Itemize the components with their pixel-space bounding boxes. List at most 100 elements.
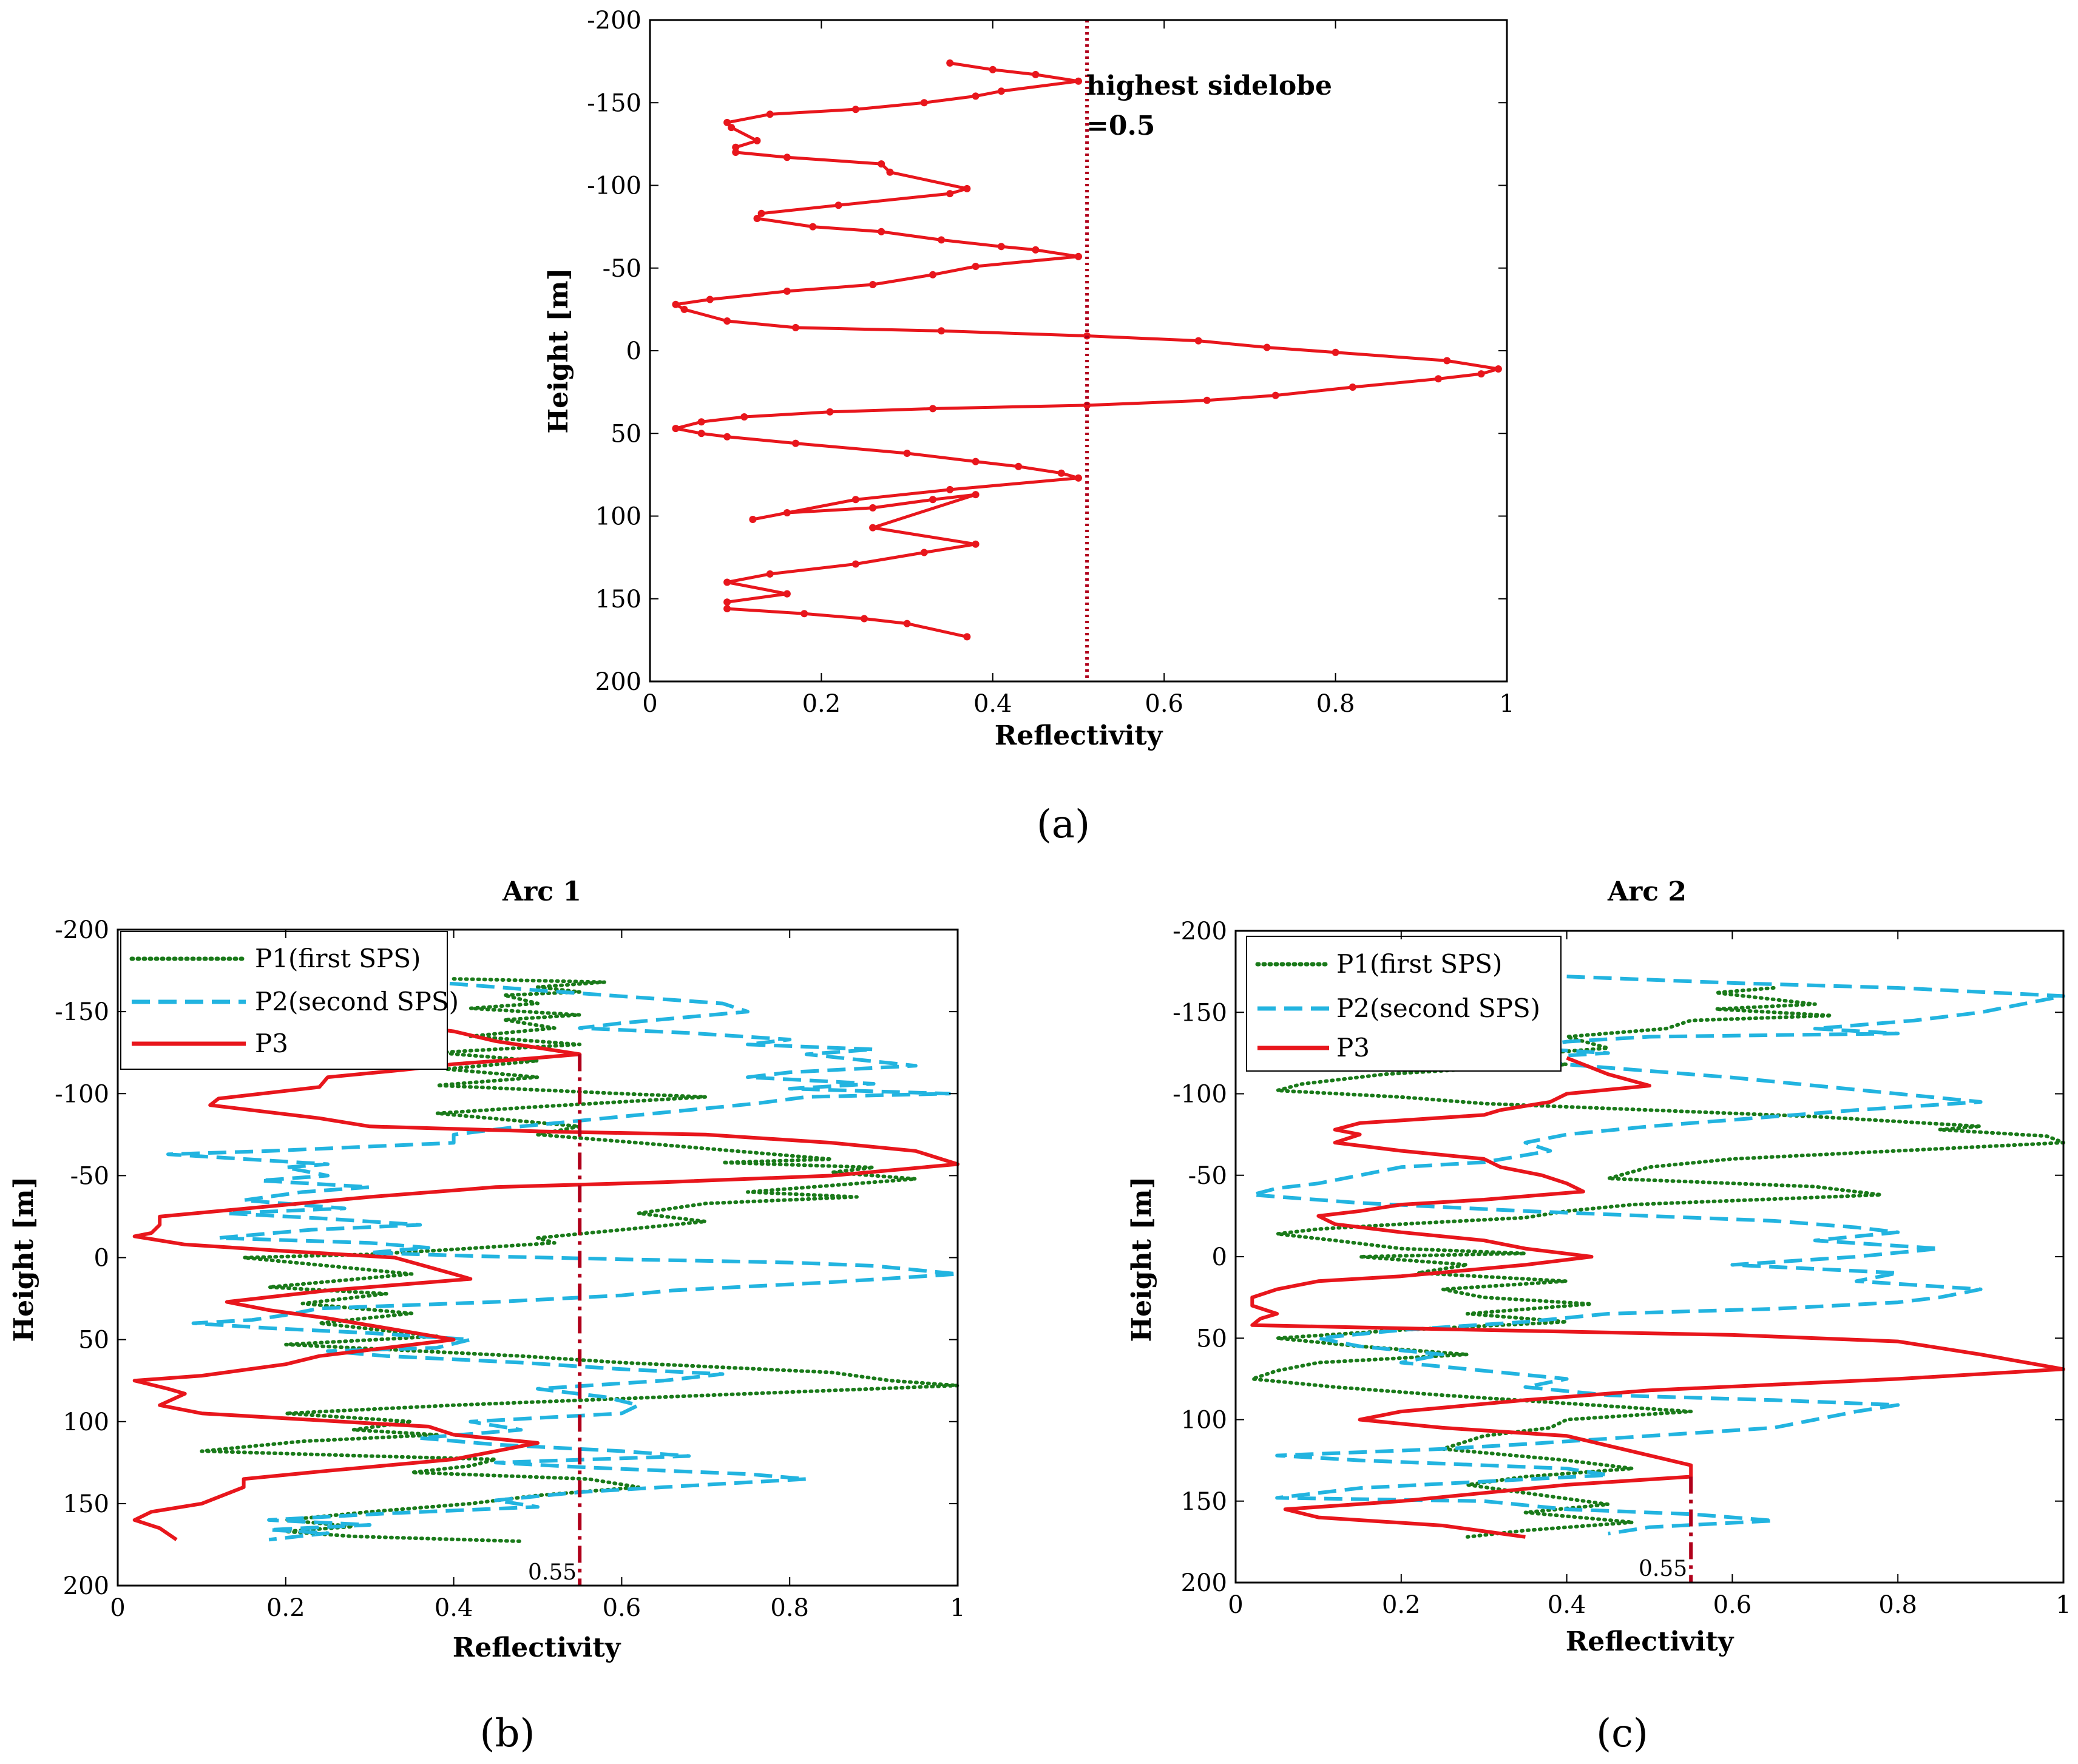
chart-a-caption: (a) xyxy=(1037,802,1090,847)
chart-b-x-tick-label: 0.4 xyxy=(435,1594,473,1622)
chart-a-point-64 xyxy=(851,496,859,504)
chart-c-x-tick-label: 1 xyxy=(2056,1591,2071,1619)
chart-a-point-68 xyxy=(929,496,936,504)
chart-b-series-0-line xyxy=(200,977,959,1543)
chart-a-point-59 xyxy=(972,458,980,465)
chart-b-series-1-line xyxy=(166,977,959,1542)
chart-c-y-tick-label: 50 xyxy=(1196,1325,1227,1353)
chart-a-point-29 xyxy=(929,271,936,279)
chart-a-point-37 xyxy=(938,327,946,335)
chart-a-point-66 xyxy=(783,509,791,516)
chart-a-point-70 xyxy=(869,524,877,532)
chart-a-x-tick-label: 0.2 xyxy=(802,690,841,718)
chart-a-point-15 xyxy=(878,160,885,168)
chart-a-point-22 xyxy=(809,223,817,231)
chart-a-point-65 xyxy=(749,516,757,523)
chart-b-legend-label-p2: P2(second SPS) xyxy=(255,987,459,1016)
chart-b-series xyxy=(132,977,959,1586)
chart-a-point-0 xyxy=(946,59,954,67)
chart-a-point-74 xyxy=(766,570,774,578)
chart-a-point-30 xyxy=(869,281,877,288)
chart-a-point-54 xyxy=(672,425,680,433)
chart-a-point-32 xyxy=(706,296,714,303)
chart-a-point-78 xyxy=(723,605,731,613)
chart-a-point-11 xyxy=(753,137,761,144)
chart-a-point-79 xyxy=(800,610,808,618)
chart-a-point-4 xyxy=(997,87,1005,95)
chart-a-point-20 xyxy=(757,209,765,217)
chart-panel-b: Arc 1 0.55 P1(first SPS) P2(second SPS) … xyxy=(8,876,966,1756)
chart-a-point-10 xyxy=(728,124,736,132)
chart-a-point-60 xyxy=(1015,462,1023,470)
chart-a-point-1 xyxy=(989,66,997,73)
chart-a-x-tick-label: 0.4 xyxy=(973,690,1012,718)
chart-a-point-39 xyxy=(1194,337,1202,345)
chart-b-x-tick-label: 0.6 xyxy=(603,1594,641,1622)
chart-c-legend-label-p2: P2(second SPS) xyxy=(1336,993,1540,1023)
chart-a-point-2 xyxy=(1032,70,1040,78)
chart-a-point-48 xyxy=(1203,396,1211,404)
chart-b-caption: (b) xyxy=(480,1711,535,1756)
chart-a-x-tick-label: 0.6 xyxy=(1145,690,1183,718)
chart-a-point-13 xyxy=(732,149,740,156)
chart-a-point-53 xyxy=(697,418,705,426)
chart-c-series-2-line xyxy=(1250,1056,2065,1539)
chart-b-y-tick-label: -50 xyxy=(70,1162,109,1190)
chart-b-y-tick-label: 0 xyxy=(94,1245,109,1272)
chart-b-ticks: 0 0.2 0.4 0.6 0.8 1 -200 -150 -100 -50 0 50 100 150 20… xyxy=(55,916,966,1622)
chart-c-y-axis-title: Height [m] xyxy=(1126,1177,1157,1342)
chart-a-point-45 xyxy=(1435,375,1442,383)
chart-a-point-26 xyxy=(1032,246,1040,254)
chart-a-annotation-line1: highest sidelobe xyxy=(1086,70,1332,101)
chart-a-y-tick-label: -200 xyxy=(587,7,641,35)
chart-a-point-72 xyxy=(920,549,928,556)
chart-a-annotation-line2: =0.5 xyxy=(1086,110,1155,141)
chart-c-legend-label-p3: P3 xyxy=(1336,1033,1370,1063)
chart-a-point-36 xyxy=(792,323,799,331)
chart-a-point-21 xyxy=(753,215,761,222)
chart-c-x-tick-label: 0.2 xyxy=(1382,1591,1421,1619)
chart-c-y-tick-label: 200 xyxy=(1181,1569,1227,1597)
chart-c-x-axis-title: Reflectivity xyxy=(1566,1626,1734,1657)
chart-a-point-9 xyxy=(723,118,731,126)
chart-a-point-12 xyxy=(732,143,740,151)
chart-a-point-61 xyxy=(1057,469,1065,477)
chart-a-point-16 xyxy=(886,168,894,176)
chart-a-y-tick-label: 200 xyxy=(595,668,641,696)
chart-a-point-62 xyxy=(1075,474,1082,482)
chart-b-series-2-line xyxy=(132,1022,959,1541)
chart-a-point-23 xyxy=(878,228,885,235)
chart-b-x-tick-label: 0.8 xyxy=(770,1594,809,1622)
chart-a-point-44 xyxy=(1477,370,1485,378)
chart-a-y-tick-label: 100 xyxy=(595,503,641,531)
chart-a-point-27 xyxy=(1075,252,1082,260)
chart-c-y-tick-label: -200 xyxy=(1173,917,1227,945)
chart-c-x-tick-label: 0.6 xyxy=(1713,1591,1752,1619)
chart-c-series-0-line xyxy=(1250,986,2065,1539)
chart-b-y-tick-label: -150 xyxy=(55,998,109,1026)
chart-b-y-tick-label: -200 xyxy=(55,916,109,944)
chart-a-point-34 xyxy=(680,305,688,313)
chart-c-x-tick-label: 0 xyxy=(1228,1591,1243,1619)
chart-a-point-28 xyxy=(972,263,980,270)
chart-a-point-67 xyxy=(869,504,877,512)
chart-a-point-8 xyxy=(766,110,774,118)
chart-a-point-17 xyxy=(963,184,971,192)
chart-a-y-tick-label: 150 xyxy=(595,586,641,613)
chart-b-x-tick-label: 0.2 xyxy=(266,1594,305,1622)
chart-c-legend-label-p1: P1(first SPS) xyxy=(1336,949,1502,979)
chart-c-ticks: 0 0.2 0.4 0.6 0.8 1 -200 -150 -100 -50 0 50 100 150 20… xyxy=(1173,917,2071,1619)
chart-a-point-43 xyxy=(1494,365,1502,373)
chart-b-y-tick-label: -100 xyxy=(55,1080,109,1108)
chart-a-ticks: 0 0.2 0.4 0.6 0.8 1 -200 -150 -100 -50 0 50 100 150 20… xyxy=(587,7,1515,718)
chart-a-point-14 xyxy=(783,154,791,161)
chart-c-legend: P1(first SPS) P2(second SPS) P3 xyxy=(1246,936,1562,1072)
chart-a-point-80 xyxy=(861,615,868,623)
chart-a-point-63 xyxy=(946,485,954,493)
chart-a-point-24 xyxy=(938,236,946,244)
chart-b-x-axis-title: Reflectivity xyxy=(453,1632,621,1663)
chart-a-point-57 xyxy=(792,439,799,447)
chart-b-x-tick-label: 0 xyxy=(110,1594,125,1622)
chart-a-y-axis-title: Height [m] xyxy=(543,268,574,434)
